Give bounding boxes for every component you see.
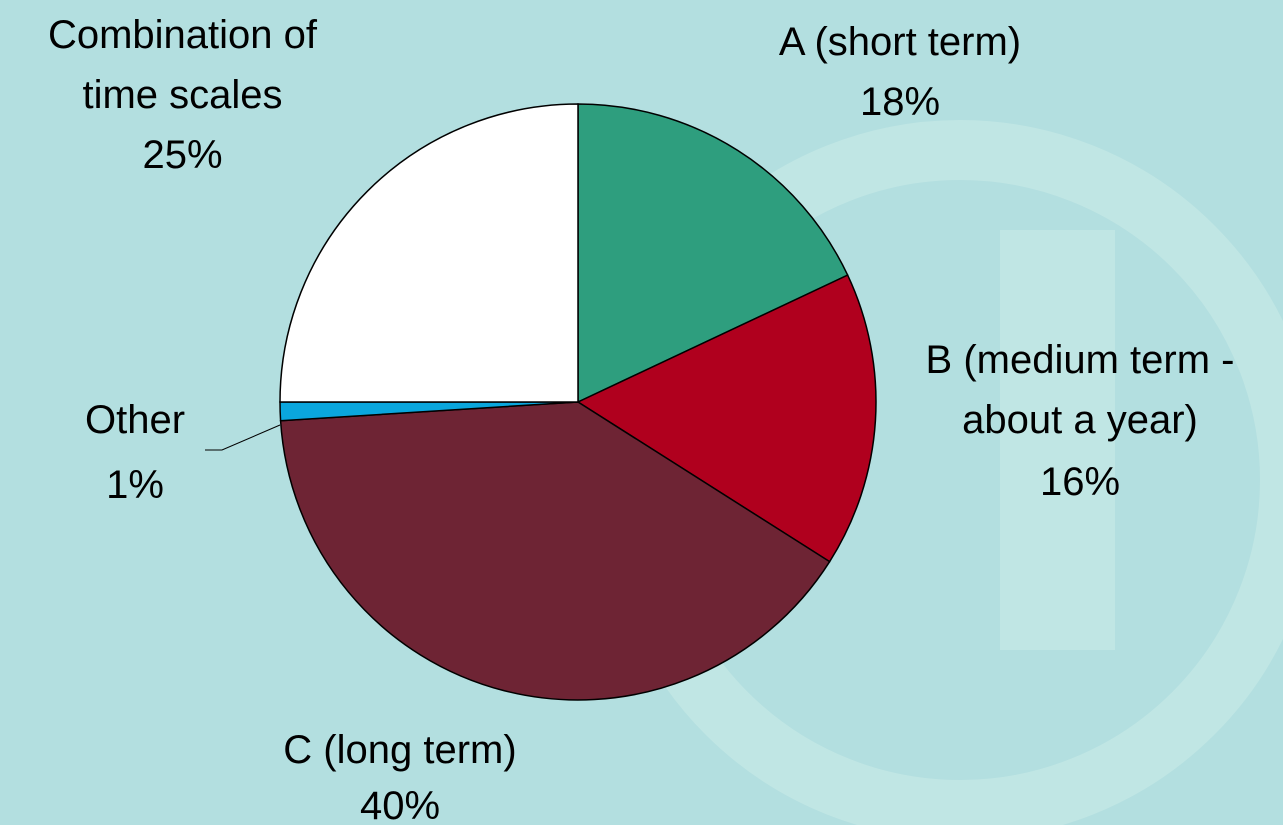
pie-slice [279, 401, 831, 701]
slice-label: Other [84, 398, 186, 442]
pie-slice [577, 103, 849, 404]
slice-label: B (medium term - about a year) [925, 338, 1235, 442]
pie-slice [279, 103, 579, 403]
leader-line [205, 424, 281, 451]
value-label: 18% [859, 80, 941, 124]
slice-label: Combination of time scales [47, 13, 318, 117]
value-label: 40% [359, 784, 441, 825]
slice-label: A (short term) [778, 20, 1022, 64]
value-label: 16% [1039, 460, 1121, 504]
slice-label: C (long term) [283, 728, 517, 772]
value-label: 1% [106, 463, 164, 507]
value-label: 25% [142, 133, 223, 177]
watermark [1000, 230, 1115, 650]
pie-slice [576, 274, 877, 563]
